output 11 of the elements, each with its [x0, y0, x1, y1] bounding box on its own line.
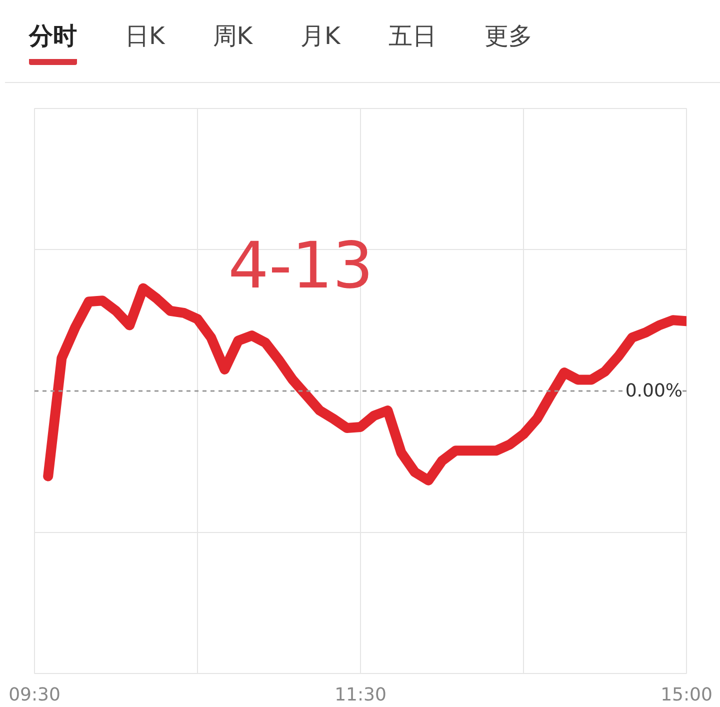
text: 更多: [484, 21, 532, 52]
text: 周K: [212, 21, 252, 52]
x-tick-label: 15:00: [660, 684, 712, 706]
x-tick-label: 09:30: [8, 684, 60, 706]
annotation: 4-13: [228, 229, 374, 304]
text: 月K: [300, 21, 340, 52]
text: 日K: [125, 21, 165, 52]
ref-line-label: 0.00%: [625, 380, 683, 402]
text: 五日: [388, 21, 436, 52]
text: 分时: [29, 19, 77, 66]
x-tick-label: 11:30: [334, 684, 386, 706]
